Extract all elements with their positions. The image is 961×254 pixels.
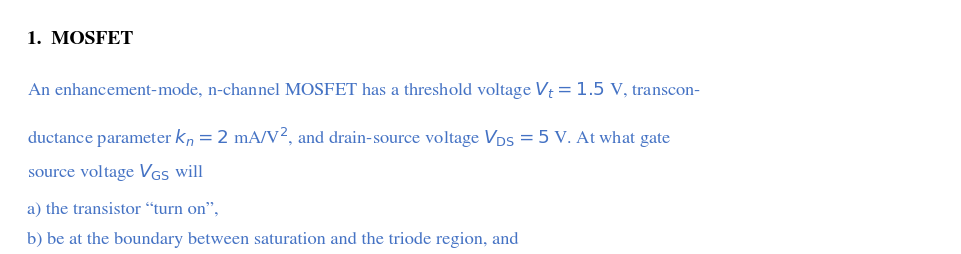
Text: source voltage $V_{\mathrm{GS}}$ will: source voltage $V_{\mathrm{GS}}$ will <box>27 161 204 182</box>
Text: 1.  MOSFET: 1. MOSFET <box>27 30 134 47</box>
Text: An enhancement-mode, n-channel MOSFET has a threshold voltage $V_t = 1.5$ V, tra: An enhancement-mode, n-channel MOSFET ha… <box>27 80 702 101</box>
Text: a) the transistor “turn on”,: a) the transistor “turn on”, <box>27 201 218 217</box>
Text: b) be at the boundary between saturation and the triode region, and: b) be at the boundary between saturation… <box>27 231 519 247</box>
Text: ductance parameter $k_n = 2$ mA/V$^2$, and drain-source voltage $V_{\mathrm{DS}}: ductance parameter $k_n = 2$ mA/V$^2$, a… <box>27 126 671 150</box>
